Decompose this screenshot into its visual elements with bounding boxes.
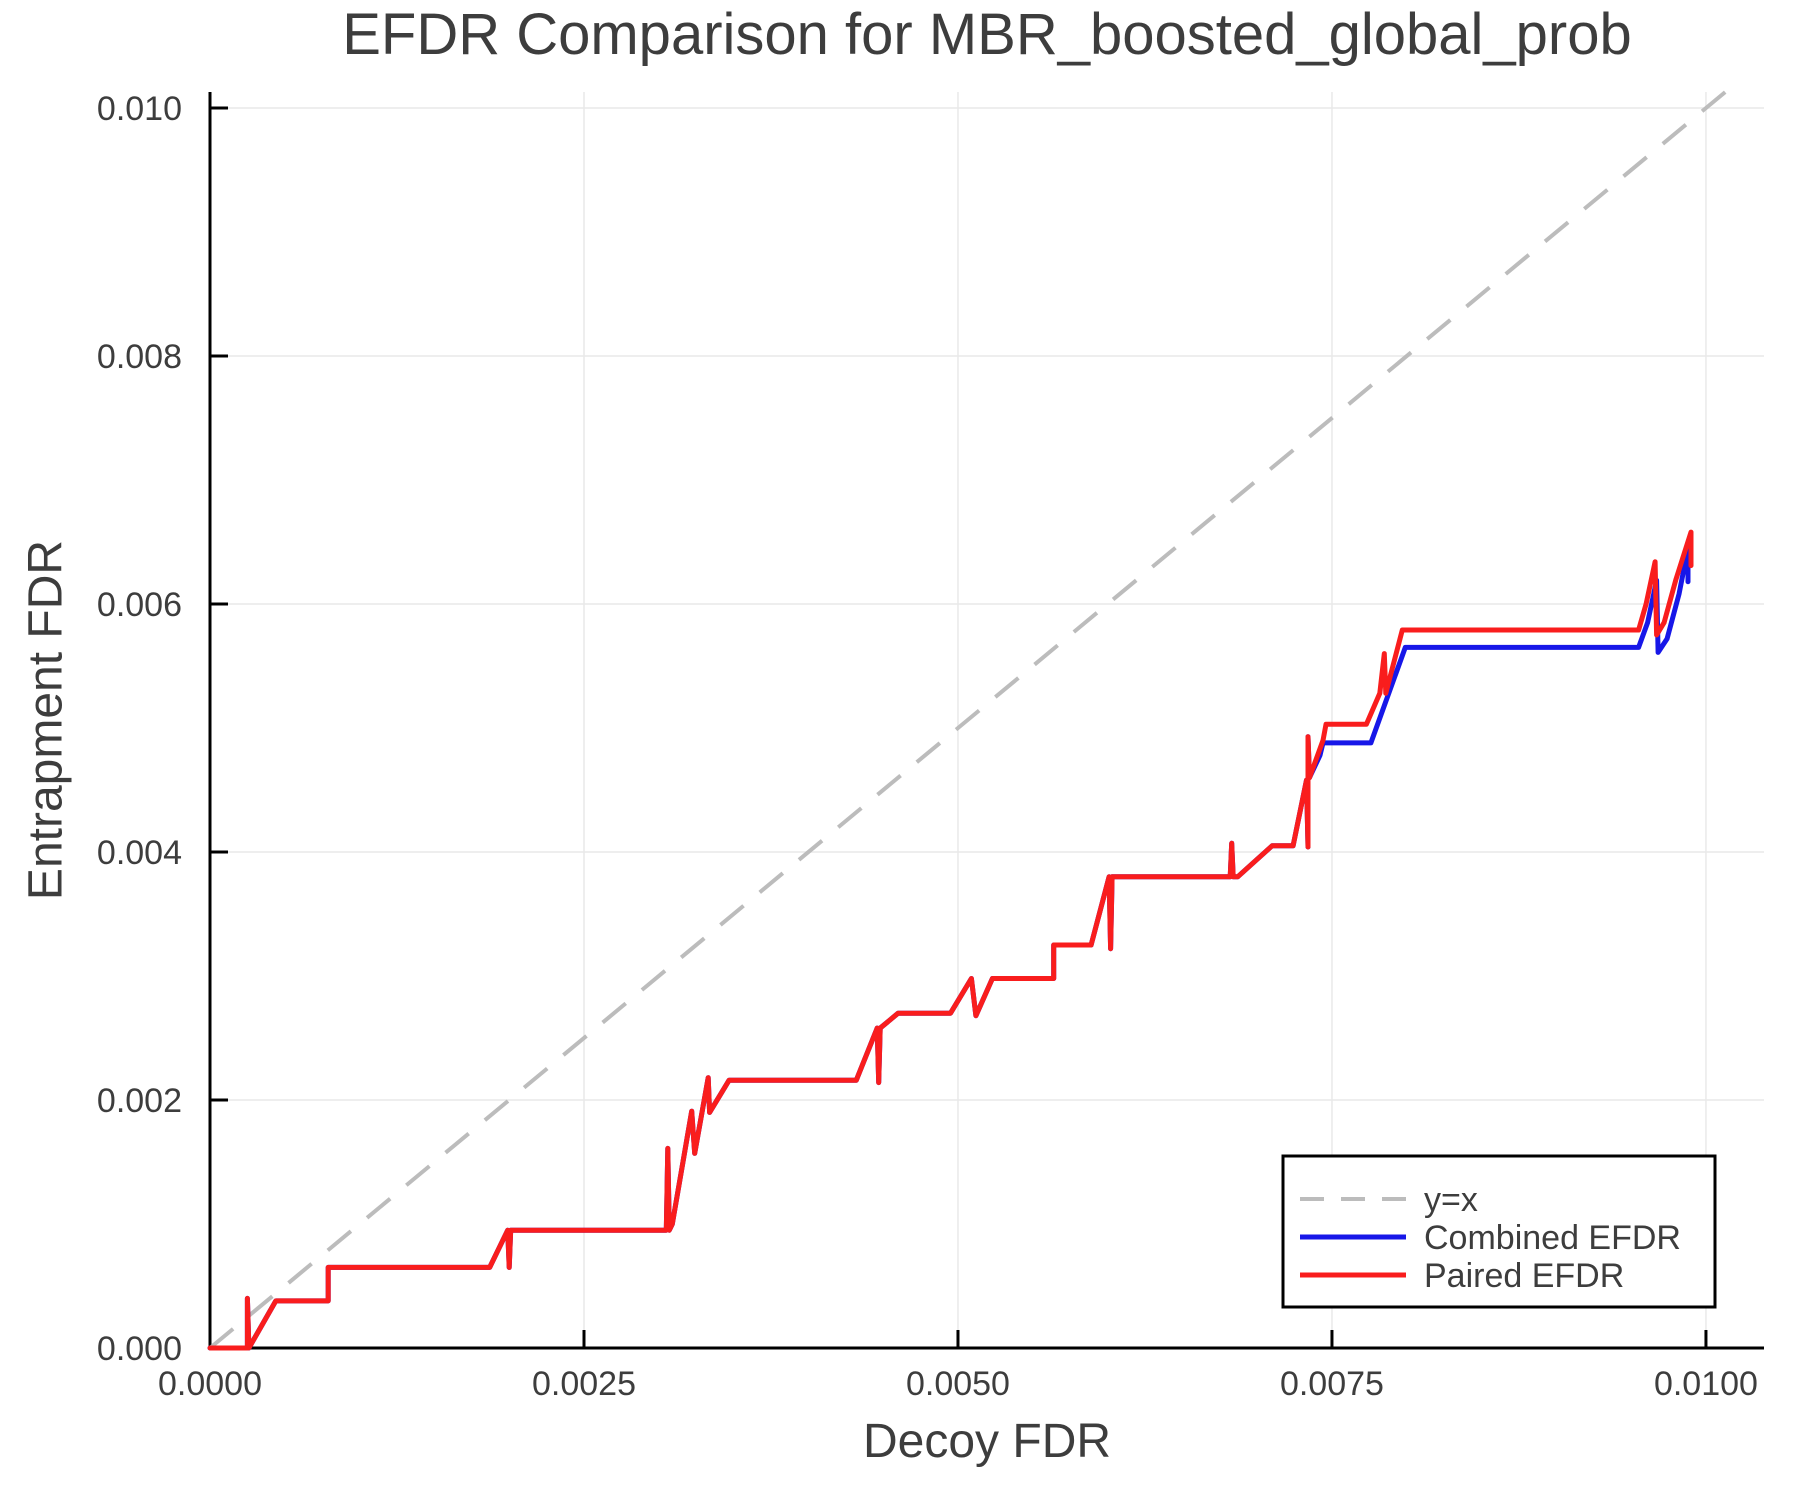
series-y-x <box>208 90 1727 1350</box>
legend-label: Paired EFDR <box>1424 1257 1624 1295</box>
x-tick-label: 0.0025 <box>532 1365 636 1403</box>
y-tick-label: 0.000 <box>97 1330 182 1368</box>
series-paired-efdr <box>207 529 1694 1351</box>
y-tick-label: 0.008 <box>97 338 182 376</box>
legend-box <box>1281 1154 1717 1309</box>
chart-title: EFDR Comparison for MBR_boosted_global_p… <box>342 2 1632 67</box>
x-tick-label: 0.0050 <box>906 1365 1010 1403</box>
legend-label: y=x <box>1424 1181 1478 1219</box>
y-tick-label: 0.006 <box>97 586 182 624</box>
series-lines <box>207 90 1727 1351</box>
x-tick-label: 0.0100 <box>1654 1365 1758 1403</box>
axes: 0.0000 0.0025 0.0050 0.0075 0.0100 0.000 0.002… <box>97 90 1764 1403</box>
y-tick-label: 0.010 <box>97 90 182 128</box>
gridlines <box>210 92 1764 1348</box>
legend-label: Combined EFDR <box>1424 1219 1681 1257</box>
x-tick-label: 0.0075 <box>1280 1365 1384 1403</box>
y-tick-label: 0.002 <box>97 1082 182 1120</box>
x-tick-label: 0.0000 <box>158 1365 262 1403</box>
y-tick-label: 0.004 <box>97 834 182 872</box>
x-axis-title: Decoy FDR <box>862 1415 1112 1468</box>
